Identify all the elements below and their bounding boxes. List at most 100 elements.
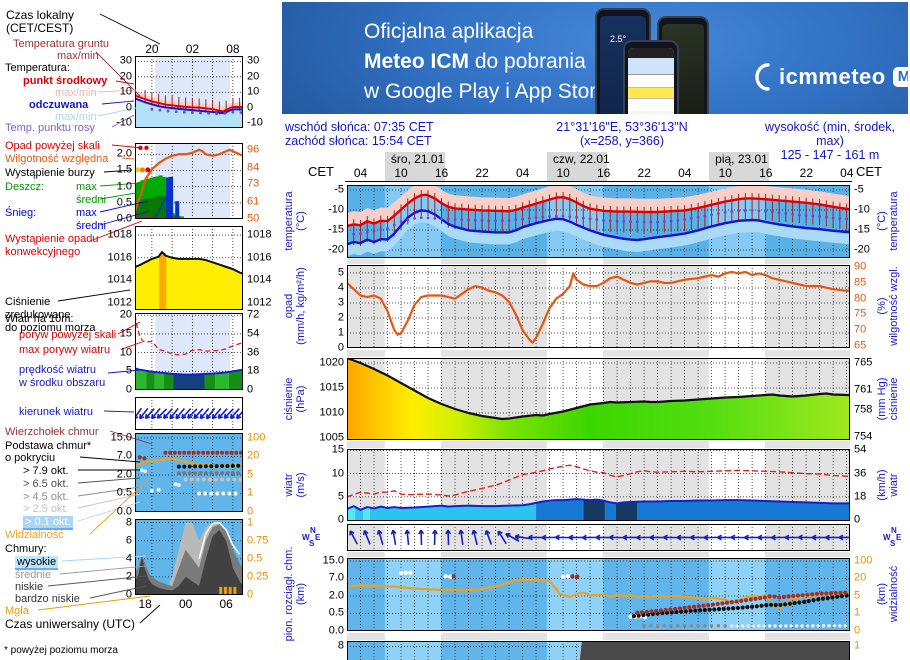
tick-label: -10 bbox=[328, 203, 344, 216]
legend-label--6-5-okt-[interactable]: > 6.5 okt. bbox=[23, 478, 69, 490]
tick-label: 36 bbox=[854, 467, 867, 480]
legend-label-mgła[interactable]: Mgła bbox=[5, 605, 29, 617]
panel-opad-wilgotnosc bbox=[347, 265, 850, 348]
axis-title: pion. rozciągł. chm. (km) bbox=[283, 546, 307, 642]
panel-lg-chmury bbox=[135, 519, 243, 595]
tick-label: 0 bbox=[854, 624, 861, 637]
logo-swoosh-icon bbox=[755, 63, 770, 91]
panel-lg-temp bbox=[135, 56, 243, 128]
banner-app-name: Meteo ICM bbox=[364, 50, 469, 73]
day-band bbox=[546, 152, 608, 181]
tick-label: 754 bbox=[854, 430, 873, 443]
tick-label: 0 bbox=[125, 383, 132, 396]
hour-tick: 16 bbox=[759, 166, 773, 180]
logo-word: icmmeteo bbox=[779, 64, 886, 89]
legend-label--0-1-okt-[interactable]: > 0.1 okt. bbox=[23, 516, 73, 530]
legend-label-prędkość-wiatru: prędkość wiatru bbox=[19, 364, 97, 376]
tick-label: 7.0 bbox=[116, 449, 132, 462]
panel-cisnienie bbox=[347, 358, 850, 440]
legend-label-średni: średni bbox=[76, 220, 106, 232]
tick-label: 765 bbox=[854, 356, 873, 369]
cet-label: CET bbox=[308, 164, 334, 179]
panel-temperatura bbox=[347, 185, 850, 258]
icmmeteo-logo: icmmeteo M° bbox=[750, 62, 908, 92]
tick-label: 0.5 bbox=[116, 486, 132, 499]
tick-label: 1016 bbox=[247, 251, 272, 264]
logo-badge: M° bbox=[892, 67, 908, 87]
panel-strip4 bbox=[347, 552, 850, 557]
tick-label: 10 bbox=[119, 85, 132, 98]
hour-tick: 16 bbox=[434, 166, 449, 180]
legend-label--4-5-okt-[interactable]: > 4.5 okt. bbox=[23, 491, 69, 503]
tick-label: 75 bbox=[854, 307, 867, 320]
legend-label--cet-cest-: (CET/CEST) bbox=[6, 21, 74, 35]
tick-label: -20 bbox=[328, 243, 344, 256]
tick-label: 20 bbox=[119, 308, 132, 321]
tick-label: 1018 bbox=[247, 228, 272, 241]
legend-label--7-9-okt-[interactable]: > 7.9 okt. bbox=[23, 465, 69, 477]
tick-label: 1.5 bbox=[116, 163, 132, 176]
axis-hour-label: 00 bbox=[178, 597, 193, 611]
tick-label: 72 bbox=[247, 308, 260, 321]
legend-label-niskie[interactable]: niskie bbox=[15, 581, 44, 593]
legend-label-bardzo-niskie[interactable]: bardzo niskie bbox=[15, 593, 80, 605]
tick-label: 0 bbox=[247, 588, 254, 601]
tick-label: 0.5 bbox=[328, 606, 344, 619]
hour-tick: 10 bbox=[718, 166, 732, 180]
tick-label: 0 bbox=[337, 513, 344, 526]
banner-line2: Meteo ICM do pobrania bbox=[364, 50, 586, 73]
tick-label: -10 bbox=[247, 116, 263, 129]
panel-strip3 bbox=[347, 441, 850, 448]
tick-label: 2.0 bbox=[116, 147, 132, 160]
tick-label: 1016 bbox=[107, 251, 132, 264]
tick-label: 2 bbox=[337, 311, 344, 324]
tick-label: 1015 bbox=[319, 381, 344, 394]
legend-label-max: max bbox=[76, 181, 97, 193]
tick-label: 0 bbox=[125, 101, 132, 114]
app-promo-banner[interactable]: Oficjalna aplikacja Meteo ICM do pobrani… bbox=[282, 2, 908, 114]
tick-label: 1 bbox=[854, 606, 861, 619]
tick-label: 5 bbox=[247, 468, 254, 481]
hour-tick: 04 bbox=[840, 166, 854, 180]
gridxy-text: (x=258, y=366) bbox=[579, 134, 665, 148]
panel-lg-chmurydots bbox=[135, 433, 243, 512]
legend-label-chmury-: Chmury: bbox=[5, 543, 47, 555]
hour-tick: 10 bbox=[556, 166, 570, 180]
legend-label-max-min: max/min bbox=[55, 87, 97, 99]
tick-label: 54 bbox=[854, 443, 867, 456]
tick-label: 1012 bbox=[247, 296, 272, 309]
panel-wiatr bbox=[347, 449, 850, 521]
legend-label-średnie[interactable]: średnie bbox=[15, 569, 52, 581]
tick-label: 5 bbox=[337, 266, 344, 279]
tick-label: 18 bbox=[854, 490, 867, 503]
tick-label: 50 bbox=[247, 212, 260, 225]
legend-label-konwekcyjnego: konwekcyjnego bbox=[5, 246, 81, 258]
tick-label: 2.0 bbox=[328, 589, 344, 602]
legend-label-wystąpienie-opadu: Wystąpienie opadu bbox=[5, 233, 99, 245]
tick-label: 15 bbox=[119, 327, 132, 340]
tick-label: 1014 bbox=[247, 273, 272, 286]
tick-label: -20 bbox=[854, 243, 870, 256]
axis-hour-label: 20 bbox=[145, 42, 159, 56]
legend-label--2-5-okt-[interactable]: > 2.5 okt. bbox=[23, 503, 69, 515]
tick-label: 61 bbox=[247, 195, 260, 208]
tick-label: 0 bbox=[854, 513, 861, 526]
phone-center bbox=[623, 40, 679, 114]
tick-label: 0 bbox=[247, 505, 254, 518]
panel-lg-cisnienie bbox=[135, 226, 243, 310]
day-label: czw, 22.01 bbox=[553, 152, 610, 166]
tick-label: 0 bbox=[247, 101, 254, 114]
legend-label-punkt-środkowy: punkt środkowy bbox=[23, 75, 108, 87]
tick-label: 1012 bbox=[107, 296, 132, 309]
legend-label-zredukowane: zredukowane bbox=[5, 309, 71, 321]
tick-label: 1 bbox=[854, 639, 861, 652]
tick-label: 90 bbox=[854, 260, 867, 273]
tick-label: 0.0 bbox=[328, 624, 344, 637]
legend-label-wysokie[interactable]: wysokie bbox=[15, 556, 59, 570]
tick-label: 0.0 bbox=[116, 505, 132, 518]
phone-temp: 2.5° bbox=[610, 34, 627, 44]
legend-label-w-środku-obszaru: w środku obszaru bbox=[19, 377, 106, 389]
tick-label: 15 bbox=[331, 443, 344, 456]
